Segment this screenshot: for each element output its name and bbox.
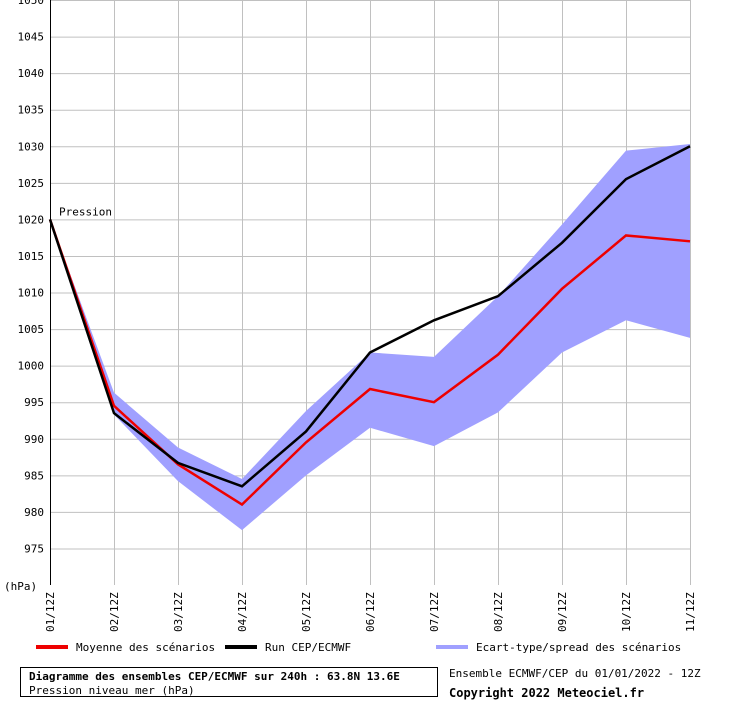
- x-tick-label: 07/12Z: [428, 592, 441, 632]
- x-tick-label: 04/12Z: [236, 592, 249, 632]
- credits: Ensemble ECMWF/CEP du 01/01/2022 - 12Z C…: [449, 666, 701, 701]
- y-tick-label: 1015: [18, 250, 45, 263]
- legend-item-mean: Moyenne des scénarios: [36, 640, 215, 654]
- chart-info-box: Diagramme des ensembles CEP/ECMWF sur 24…: [20, 667, 438, 697]
- x-tick-label: 10/12Z: [620, 592, 633, 632]
- x-tick-label: 02/12Z: [108, 592, 121, 632]
- legend-item-spread: Ecart-type/spread des scénarios: [436, 640, 681, 654]
- x-tick-label: 05/12Z: [300, 592, 313, 632]
- y-tick-label: 975: [24, 542, 44, 555]
- copyright-label: Copyright 2022 Meteociel.fr: [449, 686, 701, 701]
- y-axis-unit-label: (hPa): [4, 580, 37, 593]
- legend-swatch-mean: [36, 645, 68, 649]
- legend-label-run: Run CEP/ECMWF: [265, 641, 351, 654]
- x-tick-label: 11/12Z: [684, 592, 697, 632]
- y-tick-label: 1040: [18, 67, 45, 80]
- y-tick-label: 1005: [18, 323, 45, 336]
- y-tick-label: 995: [24, 396, 44, 409]
- legend-label-spread: Ecart-type/spread des scénarios: [476, 641, 681, 654]
- series-annotation-label: Pression: [59, 205, 112, 218]
- legend-label-mean: Moyenne des scénarios: [76, 641, 215, 654]
- y-tick-label: 1020: [18, 213, 45, 226]
- y-tick-label: 1050: [18, 0, 45, 7]
- x-tick-label: 01/12Z: [44, 592, 57, 632]
- legend-swatch-spread: [436, 645, 468, 649]
- y-tick-label: 1030: [18, 140, 45, 153]
- y-tick-label: 1010: [18, 287, 45, 300]
- y-tick-label: 1045: [18, 31, 45, 44]
- legend-swatch-run: [225, 645, 257, 649]
- legend-item-run: Run CEP/ECMWF: [225, 640, 351, 654]
- ensemble-chart: 975 980 985 990 995 1000 1005 1010 1015 1020 1025 1…: [0, 0, 740, 640]
- y-tick-label: 1000: [18, 360, 45, 373]
- x-tick-label: 03/12Z: [172, 592, 185, 632]
- y-tick-label: 1025: [18, 177, 45, 190]
- x-tick-label: 08/12Z: [492, 592, 505, 632]
- ensemble-run-label: Ensemble ECMWF/CEP du 01/01/2022 - 12Z: [449, 666, 701, 681]
- x-tick-label: 09/12Z: [556, 592, 569, 632]
- y-tick-label: 985: [24, 469, 44, 482]
- y-tick-label: 980: [24, 506, 44, 519]
- chart-title: Diagramme des ensembles CEP/ECMWF sur 24…: [29, 670, 429, 684]
- y-tick-label: 1035: [18, 104, 45, 117]
- x-tick-label: 06/12Z: [364, 592, 377, 632]
- chart-subtitle: Pression niveau mer (hPa): [29, 684, 429, 697]
- y-tick-label: 990: [24, 433, 44, 446]
